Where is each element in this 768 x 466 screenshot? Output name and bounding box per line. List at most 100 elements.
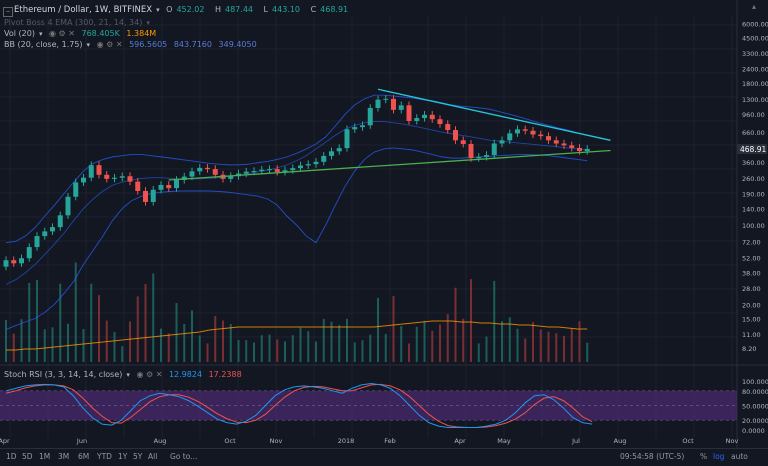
trendline-lower — [168, 149, 611, 181]
eye-icon[interactable]: ◉ ⚙ ✕ — [96, 40, 123, 49]
volume-bar — [136, 296, 139, 362]
volume-bar — [586, 342, 589, 362]
candle-body — [484, 155, 489, 157]
candle-body — [127, 176, 133, 182]
volume-bar — [12, 333, 15, 362]
bb-indicator-legend[interactable]: BB (20, close, 1.75) ▾ ◉ ⚙ ✕ 596.5605 843… — [4, 40, 261, 49]
ohlc-high: H 487.44 — [214, 5, 253, 14]
candle-body — [26, 247, 32, 259]
goto-button[interactable]: Go to... — [170, 452, 198, 461]
volume-bar — [98, 295, 100, 362]
candle-body — [476, 156, 482, 159]
volume-bar — [547, 331, 550, 362]
price-tick-label: 360.00 — [742, 159, 765, 167]
stoch-legend[interactable]: Stoch RSI (3, 3, 14, 14, close) ▾ ◉ ⚙ ✕ 1… — [4, 370, 246, 379]
volume-ma-line — [6, 320, 588, 351]
trendlines[interactable] — [168, 88, 611, 181]
eye-icon[interactable]: ◉ ⚙ ✕ — [49, 29, 75, 38]
range-1m-button[interactable]: 1M — [39, 452, 51, 461]
price-tick-label: 660.00 — [742, 129, 765, 137]
chevron-down-icon[interactable]: ▾ — [156, 6, 160, 14]
volume-bar — [144, 283, 147, 362]
volume-bar — [539, 329, 542, 362]
range-all-button[interactable]: All — [148, 452, 158, 461]
volume-bar — [36, 279, 38, 362]
volume-bar — [129, 321, 131, 362]
bb-middle-value: 596.5605 — [129, 40, 168, 49]
percent-scale-button[interactable]: % — [700, 452, 708, 461]
candle-body — [553, 140, 559, 144]
stoch-label[interactable]: Stoch RSI (3, 3, 14, 14, close) — [4, 370, 123, 379]
range-ytd-button[interactable]: YTD — [97, 452, 112, 461]
candle-body — [104, 174, 110, 179]
range-6m-button[interactable]: 6M — [78, 452, 90, 461]
volume-bar — [361, 340, 364, 362]
candle-body — [414, 118, 420, 121]
price-tick-label: 28.00 — [742, 285, 761, 293]
time-tick-label: 2018 — [338, 437, 355, 445]
candle-body — [530, 130, 536, 135]
candle-body — [189, 171, 195, 177]
collapse-legend-button[interactable]: − — [3, 7, 13, 17]
symbol-title[interactable]: Ethereum / Dollar, 1W, BITFINEX — [14, 5, 153, 15]
range-5y-button[interactable]: 5Y — [133, 452, 143, 461]
chevron-down-icon[interactable]: ▾ — [146, 19, 150, 27]
candle-body — [313, 161, 319, 165]
pivot-indicator-label[interactable]: Pivot Boss 4 EMA (300, 21, 14, 34) — [4, 18, 143, 27]
volume-bar — [74, 262, 77, 362]
volume-bar — [260, 335, 263, 362]
volume-bar — [206, 343, 209, 362]
clock-label: 09:54:58 (UTC-5) — [620, 452, 685, 461]
range-1y-button[interactable]: 1Y — [118, 452, 128, 461]
time-axis[interactable]: Apr Jun Aug Oct Nov 2018 Feb Apr May Jul Aug Oct Nov — [0, 437, 738, 445]
price-tick-label: 190.00 — [742, 191, 765, 199]
volume-indicator-label[interactable]: Vol (20) — [4, 29, 35, 38]
candle-body — [561, 143, 567, 146]
bb-middle-line — [5, 121, 588, 285]
candle-body — [19, 258, 24, 264]
range-1d-button[interactable]: 1D — [6, 452, 17, 461]
scroll-up-icon[interactable]: ▴ — [752, 2, 757, 11]
volume-bar — [369, 334, 372, 362]
volume-indicator-legend[interactable]: Vol (20) ▾ ◉ ⚙ ✕ 768.405K 1.384M — [4, 29, 160, 38]
volume-bar — [508, 317, 511, 362]
volume-bar — [284, 341, 286, 362]
candle-body — [119, 176, 125, 178]
chevron-down-icon[interactable]: ▾ — [38, 30, 43, 38]
chevron-down-icon[interactable]: ▾ — [86, 41, 91, 49]
candle-body — [3, 260, 9, 267]
stoch-axis[interactable]: 100.0000 80.0000 50.0000 20.0000 0.0000 — [742, 378, 768, 435]
stoch-k-line — [5, 382, 593, 429]
price-axis[interactable]: 6000.00 4500.00 3300.00 2400.00 1800.00 1300.… — [742, 21, 768, 354]
candle-body — [228, 176, 234, 179]
price-tick-label: 2400.00 — [742, 66, 768, 74]
log-scale-button[interactable]: log — [713, 452, 725, 461]
time-tick-label: May — [497, 437, 511, 445]
range-5d-button[interactable]: 5D — [22, 452, 33, 461]
eye-icon[interactable]: ◉ ⚙ ✕ — [136, 370, 163, 379]
chevron-down-icon[interactable]: ▾ — [126, 371, 130, 379]
volume-bar — [5, 320, 7, 362]
auto-scale-button[interactable]: auto — [731, 452, 748, 461]
volume-bar — [330, 321, 333, 362]
symbol-legend[interactable]: Ethereum / Dollar, 1W, BITFINEX ▾ O 452.02… — [14, 5, 356, 15]
candle-body — [274, 169, 280, 172]
candle-body — [158, 184, 164, 190]
pivot-indicator-legend[interactable]: Pivot Boss 4 EMA (300, 21, 14, 34) ▾ — [4, 18, 154, 27]
last-price-label: 468.91 — [740, 145, 766, 154]
volume-bar — [532, 322, 534, 362]
volume-bar — [477, 343, 480, 362]
bb-indicator-label[interactable]: BB (20, close, 1.75) — [4, 40, 83, 49]
stoch-tick-label: 100.0000 — [742, 378, 768, 386]
time-tick-label: Jun — [76, 437, 87, 445]
ohlc-close: C 468.91 — [310, 5, 349, 14]
range-3m-button[interactable]: 3M — [58, 452, 70, 461]
candle-body — [96, 165, 102, 175]
price-tick-label: 8.20 — [742, 345, 756, 353]
bb-lower-value: 349.4050 — [218, 40, 257, 49]
volume-bar — [524, 338, 527, 362]
candle-body — [491, 143, 497, 156]
volume-bar — [470, 279, 472, 362]
volume-bar — [578, 321, 581, 362]
